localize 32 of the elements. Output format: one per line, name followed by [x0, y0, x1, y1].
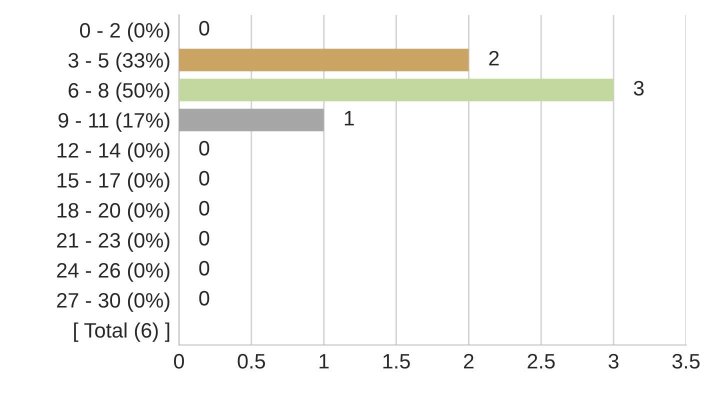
y-tick-label: 18 - 20 (0%)	[58, 202, 170, 222]
data-label: 0	[199, 200, 210, 216]
x-tick-label: 3.5	[672, 354, 700, 369]
y-tick-label: 24 - 26 (0%)	[57, 262, 170, 282]
x-tick-label: 1.5	[383, 354, 410, 369]
y-tick-label: 3 - 5 (33%)	[68, 52, 170, 72]
data-label: 0	[199, 140, 210, 156]
y-tick-label: 12 - 14 (0%)	[58, 142, 170, 162]
bar	[179, 48, 469, 72]
x-tick-label: 0.5	[238, 354, 266, 369]
x-tick-label: 2	[464, 354, 474, 368]
data-label: 0	[199, 290, 210, 306]
data-label: 1	[344, 111, 354, 126]
y-tick-label: [ Total (6) ]	[74, 322, 170, 342]
x-tick-label: 1	[320, 354, 329, 368]
y-tick-label: 0 - 2 (0%)	[80, 22, 170, 42]
data-label: 0	[199, 230, 210, 246]
data-label: 2	[489, 50, 499, 66]
data-label: 0	[199, 20, 210, 36]
data-label: 0	[199, 170, 210, 186]
bar	[179, 108, 324, 132]
x-tick-label: 0	[174, 354, 184, 369]
x-tick-label: 2.5	[528, 354, 555, 369]
y-tick-label: 21 - 23 (0%)	[57, 232, 170, 252]
bar	[179, 78, 614, 102]
data-label: 0	[199, 260, 210, 276]
y-tick-label: 27 - 30 (0%)	[57, 292, 170, 312]
data-label: 3	[634, 80, 644, 96]
x-tick-label: 3	[608, 354, 618, 369]
y-tick-label: 15 - 17 (0%)	[58, 172, 170, 192]
y-tick-label: 6 - 8 (50%)	[68, 82, 170, 102]
y-tick-label: 9 - 11 (17%)	[58, 112, 170, 132]
